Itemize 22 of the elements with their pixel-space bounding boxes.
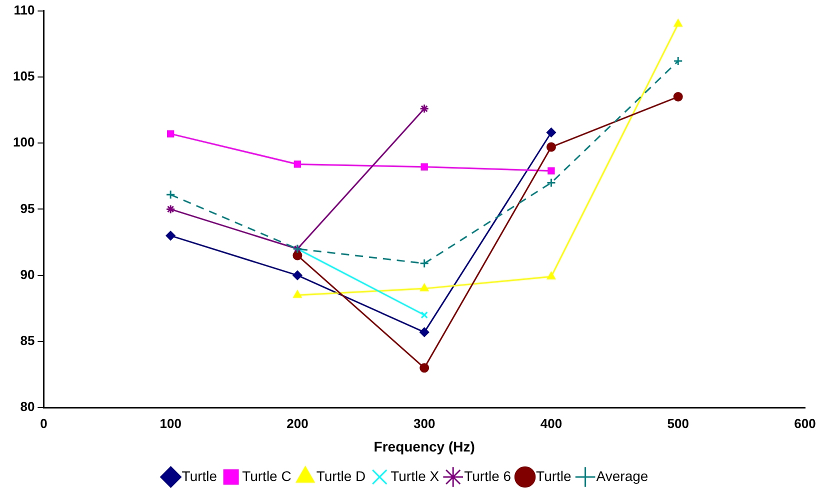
legend-label: Turtle D xyxy=(316,468,366,484)
x-tick-label: 200 xyxy=(286,416,308,431)
x-tick-label: 0 xyxy=(40,416,48,431)
y-tick-label: 110 xyxy=(14,2,35,18)
x-axis-title: Frequency (Hz) xyxy=(374,438,475,454)
y-tick-label: 95 xyxy=(20,200,35,216)
y-tick-label: 90 xyxy=(20,266,35,282)
y-tick-label: 85 xyxy=(20,333,35,348)
legend-label: Turtle xyxy=(536,468,572,484)
legend-label: Turtle xyxy=(182,468,218,484)
x-tick-label: 100 xyxy=(160,416,182,431)
x-tick-label: 400 xyxy=(540,416,562,431)
y-tick-label: 105 xyxy=(12,68,35,84)
y-tick-label: 80 xyxy=(20,399,35,414)
legend-label: Turtle X xyxy=(390,468,440,484)
legend-label: Turtle C xyxy=(242,468,292,484)
x-tick-label: 300 xyxy=(413,416,436,431)
legend-label: Average xyxy=(596,468,648,484)
x-tick-label: 500 xyxy=(667,416,689,431)
y-tick-label: 100 xyxy=(12,134,35,150)
legend-label: Turtle 6 xyxy=(464,468,512,484)
x-tick-label: 600 xyxy=(794,416,816,431)
